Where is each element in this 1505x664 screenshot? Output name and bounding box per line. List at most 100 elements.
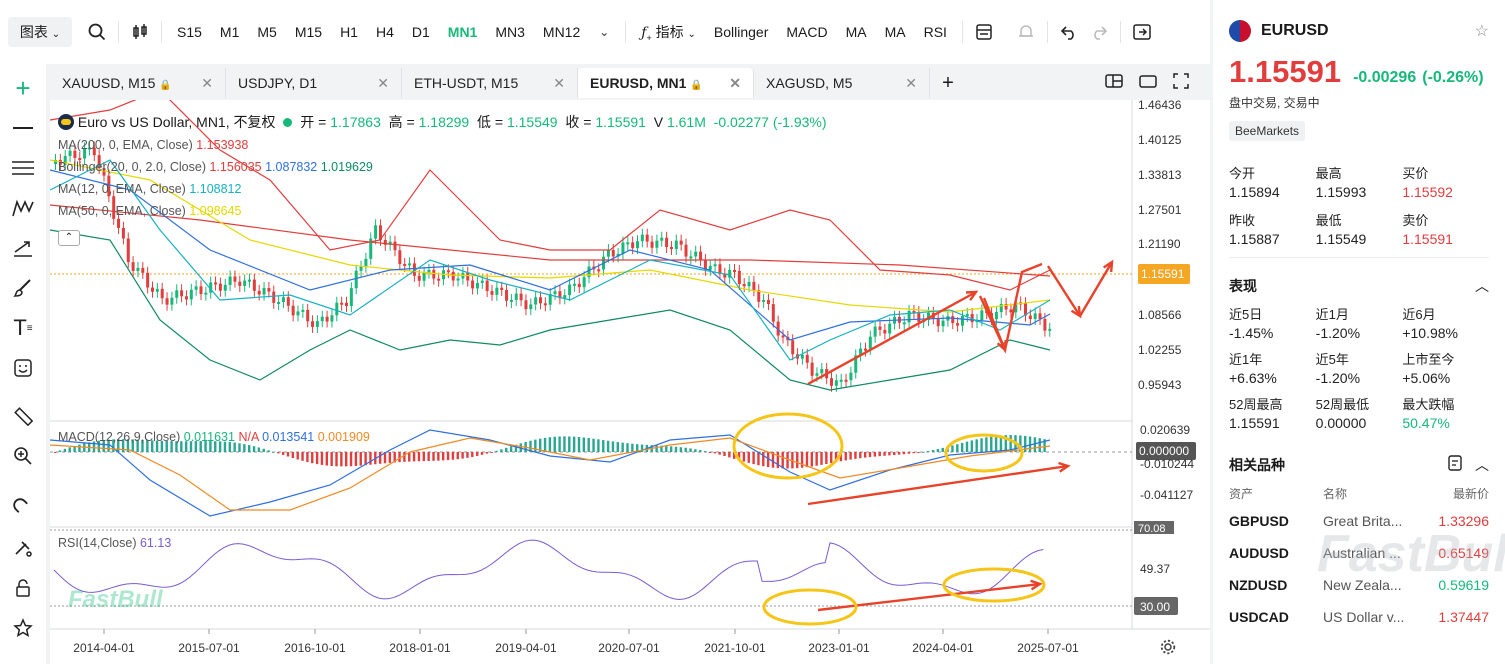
timeframe-h4[interactable]: H4 bbox=[375, 24, 394, 40]
favorite-star-icon[interactable] bbox=[0, 608, 46, 648]
bollinger-legend[interactable]: Bollinger(20, 0, 2.0, Close) 1.156035 1.… bbox=[58, 160, 373, 174]
horizontal-line-icon[interactable] bbox=[0, 108, 46, 148]
zoom-in-icon[interactable] bbox=[0, 436, 46, 476]
candle-body bbox=[218, 283, 222, 291]
candle-body bbox=[965, 314, 969, 317]
macd-histogram-bar bbox=[912, 452, 915, 454]
macd-histogram-bar bbox=[194, 441, 198, 452]
indicators-button[interactable]: ƒ+ 指标 ⌄ bbox=[641, 24, 696, 43]
timeframe-s15[interactable]: S15 bbox=[177, 24, 202, 40]
settings-gear-icon[interactable] bbox=[1160, 639, 1176, 660]
macd-histogram-bar bbox=[893, 452, 896, 456]
candle-body bbox=[611, 250, 615, 257]
price-axis-label: 1.08566 bbox=[1138, 308, 1182, 322]
close-tab-icon[interactable]: ✕ bbox=[729, 74, 741, 91]
indicator-ma-button[interactable]: MA bbox=[884, 24, 906, 40]
chevron-down-icon[interactable]: ⌄ bbox=[599, 25, 610, 39]
macd-legend[interactable]: MACD(12,26,9,Close) 0.011631 N/A 0.01354… bbox=[58, 430, 370, 444]
close-tab-icon[interactable]: ✕ bbox=[553, 74, 565, 91]
close-tab-icon[interactable]: ✕ bbox=[201, 74, 213, 91]
document-icon[interactable] bbox=[1447, 455, 1463, 471]
brush-icon[interactable] bbox=[0, 268, 46, 308]
macd-histogram-bar bbox=[897, 452, 901, 455]
candlestick-icon[interactable] bbox=[125, 17, 155, 47]
text-tool-icon[interactable]: T ≡ bbox=[13, 315, 33, 340]
stat-item: 昨收 1.15887 bbox=[1229, 210, 1316, 247]
undo-icon[interactable] bbox=[1054, 17, 1084, 47]
emoji-icon[interactable] bbox=[0, 348, 46, 388]
search-icon[interactable] bbox=[82, 17, 112, 47]
chart-area[interactable]: 1.46436 1.40125 1.33813 1.27501 1.21190 1.085… bbox=[50, 100, 1210, 664]
macd-histogram-bar bbox=[956, 444, 959, 452]
timeframe-m1[interactable]: M1 bbox=[219, 24, 240, 40]
tab-label: ETH-USDT, M15 bbox=[414, 75, 519, 91]
macd-histogram-bar bbox=[951, 445, 954, 452]
timeframe-d1[interactable]: D1 bbox=[411, 24, 430, 40]
exit-fullscreen-icon[interactable] bbox=[1127, 17, 1157, 47]
indicator-macd-button[interactable]: MACD bbox=[786, 24, 828, 40]
lock-icon[interactable] bbox=[0, 568, 46, 608]
performance-title: 表现 bbox=[1229, 278, 1257, 294]
related-row[interactable]: USDCAD US Dollar v... 1.37447 bbox=[1213, 601, 1505, 633]
candle-body bbox=[1009, 309, 1013, 313]
ma12-legend[interactable]: MA(12, 0, EMA, Close) 1.108812 bbox=[58, 182, 241, 196]
related-row[interactable]: NZDUSD New Zeala... 0.59619 bbox=[1213, 569, 1505, 601]
redo-icon[interactable] bbox=[1084, 17, 1114, 47]
close-tab-icon[interactable]: ✕ bbox=[905, 74, 917, 91]
ruler-icon[interactable] bbox=[0, 396, 46, 436]
wave-pattern-icon[interactable] bbox=[0, 188, 46, 228]
chart-tab[interactable]: XAGUSD, M5 ✕ bbox=[754, 68, 930, 98]
timeframe-m15[interactable]: M15 bbox=[294, 24, 323, 40]
magnet-icon[interactable] bbox=[0, 488, 46, 528]
candle-body bbox=[97, 155, 101, 169]
trend-tool-icon[interactable] bbox=[0, 228, 46, 268]
candle-body bbox=[296, 311, 300, 316]
window-icon[interactable] bbox=[1138, 72, 1158, 90]
macd-histogram-bar bbox=[451, 452, 455, 460]
chart-type-select[interactable]: 图表 ⌄ bbox=[8, 17, 72, 47]
related-row[interactable]: GBPUSD Great Brita... 1.33296 bbox=[1213, 505, 1505, 537]
collapse-chevron-icon[interactable]: ︿ bbox=[1475, 457, 1489, 473]
crosshair-icon[interactable]: + bbox=[15, 72, 31, 103]
macd-histogram-bar bbox=[771, 452, 775, 468]
annotation-macd-arrow bbox=[807, 464, 1069, 506]
related-price: 0.59619 bbox=[1438, 577, 1489, 593]
chart-tab[interactable]: USDJPY, D1 ✕ bbox=[226, 68, 402, 98]
timeframe-h1[interactable]: H1 bbox=[340, 24, 358, 40]
stat-label: 卖价 bbox=[1402, 213, 1429, 228]
chart-tab[interactable]: EURUSD, MN1 🔒 ✕ bbox=[578, 68, 754, 98]
rsi-legend[interactable]: RSI(14,Close) 61.13 bbox=[58, 536, 171, 550]
chart-tab[interactable]: XAUUSD, M15 🔒 ✕ bbox=[50, 68, 226, 98]
macd-histogram-bar bbox=[471, 452, 474, 457]
stat-label: 今开 bbox=[1229, 166, 1256, 181]
timeframe-mn1[interactable]: MN1 bbox=[447, 24, 478, 40]
add-tab-button[interactable]: + bbox=[942, 72, 954, 94]
related-row[interactable]: AUDUSD Australian ... 0.65149 bbox=[1213, 537, 1505, 569]
broker-badge[interactable]: BeeMarkets bbox=[1229, 121, 1306, 141]
chart-tab[interactable]: ETH-USDT, M15 ✕ bbox=[402, 68, 578, 98]
macd-histogram-bar bbox=[786, 452, 789, 469]
indicator-ma-button[interactable]: MA bbox=[845, 24, 867, 40]
ma50-legend[interactable]: MA(50, 0, EMA, Close) 1.098645 bbox=[58, 204, 241, 218]
indicator-rsi-button[interactable]: RSI bbox=[923, 24, 947, 40]
related-price: 1.37447 bbox=[1438, 609, 1489, 625]
price-chart[interactable]: 1.46436 1.40125 1.33813 1.27501 1.21190 1.085… bbox=[50, 100, 1210, 664]
alert-bell-icon[interactable] bbox=[1011, 17, 1041, 47]
watchlist-star-icon[interactable]: ☆ bbox=[1474, 23, 1489, 40]
lock-drawing-icon[interactable] bbox=[0, 528, 46, 568]
template-icon[interactable] bbox=[969, 17, 999, 47]
performance-item: 近5日 -1.45% bbox=[1229, 304, 1316, 341]
timeframe-mn3[interactable]: MN3 bbox=[495, 24, 525, 40]
layout-icon[interactable] bbox=[1104, 72, 1124, 90]
collapse-chevron-icon[interactable]: ︿ bbox=[1475, 278, 1489, 294]
close-tab-icon[interactable]: ✕ bbox=[377, 74, 389, 91]
timeframe-m5[interactable]: M5 bbox=[257, 24, 277, 40]
indicator-bollinger-button[interactable]: Bollinger bbox=[713, 24, 769, 40]
ma200-legend[interactable]: MA(200, 0, EMA, Close) 1.153938 bbox=[58, 138, 248, 152]
macd-histogram-bar bbox=[505, 447, 508, 452]
collapse-legend-button[interactable]: ⌃ bbox=[58, 230, 80, 246]
fibonacci-icon[interactable] bbox=[0, 148, 46, 188]
timeframe-mn12[interactable]: MN12 bbox=[542, 24, 581, 40]
performance-label: 近6月 bbox=[1402, 307, 1436, 322]
fullscreen-icon[interactable] bbox=[1172, 72, 1190, 90]
